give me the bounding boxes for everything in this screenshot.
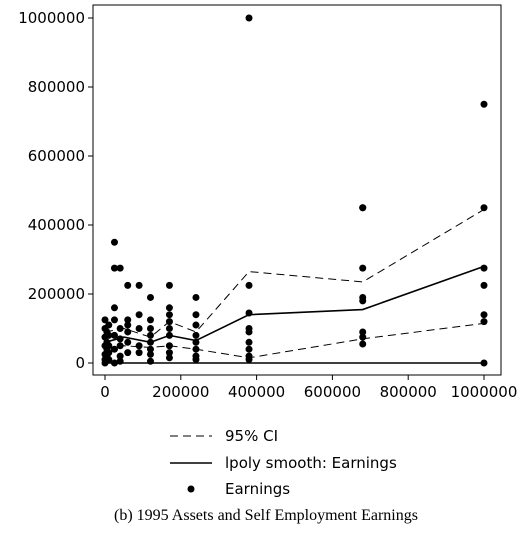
point (192, 338, 200, 346)
point (165, 318, 173, 326)
point (124, 338, 132, 346)
point (146, 350, 154, 358)
point (480, 264, 488, 272)
point (110, 359, 118, 367)
point (110, 331, 118, 339)
point (165, 349, 173, 357)
point (124, 328, 132, 336)
point (192, 331, 200, 339)
point (245, 345, 253, 353)
point (245, 328, 253, 336)
point (165, 325, 173, 332)
point (146, 345, 154, 353)
point (124, 281, 132, 289)
point (124, 349, 132, 357)
x-tick-label: 800000 (380, 383, 437, 401)
x-tick-label: 600000 (304, 383, 361, 401)
y-tick-label: 600000 (28, 147, 85, 165)
point (245, 309, 253, 317)
point (116, 342, 124, 350)
legend-label: lpoly smooth: Earnings (225, 454, 397, 472)
point (480, 204, 488, 212)
point (480, 311, 488, 319)
point (110, 304, 118, 312)
point (146, 338, 154, 346)
point (480, 359, 488, 367)
y-tick-label: 400000 (28, 216, 85, 234)
point (359, 340, 367, 348)
point (103, 338, 111, 346)
point (165, 342, 173, 350)
point (124, 321, 132, 329)
y-tick-label: 200000 (28, 285, 85, 303)
point (110, 264, 118, 272)
point (359, 264, 367, 272)
point (135, 349, 143, 357)
point (116, 325, 124, 332)
y-tick-label: 0 (75, 354, 85, 372)
point (245, 356, 253, 364)
point (146, 316, 154, 324)
point (480, 100, 488, 108)
x-tick-label: 0 (100, 383, 110, 401)
point (135, 281, 143, 289)
point (135, 342, 143, 350)
point (135, 311, 143, 319)
point (359, 204, 367, 212)
point (192, 321, 200, 329)
point (110, 316, 118, 324)
point (146, 325, 154, 332)
y-tick-label: 1000000 (18, 9, 85, 27)
x-tick-label: 200000 (152, 383, 209, 401)
ci-line (104, 322, 485, 359)
point (165, 304, 173, 312)
point (116, 264, 124, 272)
point (124, 316, 132, 324)
point (359, 297, 367, 305)
point (110, 238, 118, 246)
x-tick-label: 400000 (228, 383, 285, 401)
point (116, 357, 124, 365)
smooth-line (104, 265, 485, 344)
point (192, 345, 200, 353)
point (480, 318, 488, 326)
y-tick-label: 800000 (28, 78, 85, 96)
legend-label: 95% CI (225, 427, 278, 445)
ci-line (104, 209, 485, 338)
point (165, 311, 173, 319)
point (146, 357, 154, 365)
point (103, 328, 111, 336)
point (135, 325, 143, 332)
point (103, 345, 111, 353)
point (359, 328, 367, 336)
point (245, 281, 253, 289)
point (359, 333, 367, 341)
point (146, 331, 154, 339)
point (165, 331, 173, 339)
point (116, 335, 124, 343)
point (101, 359, 109, 367)
point (165, 354, 173, 362)
point (116, 352, 124, 360)
point (192, 356, 200, 364)
point (146, 293, 154, 301)
point (103, 352, 111, 360)
legend-symbol (187, 485, 195, 493)
x-tick-label: 1000000 (451, 383, 518, 401)
plot-frame (92, 4, 502, 376)
point (165, 281, 173, 289)
point (192, 293, 200, 301)
point (480, 281, 488, 289)
legend-label: Earnings (225, 480, 290, 498)
point (245, 338, 253, 346)
point (101, 316, 109, 324)
caption: (b) 1995 Assets and Self Employment Earn… (114, 507, 418, 524)
point (245, 14, 253, 22)
point (192, 311, 200, 319)
point (110, 345, 118, 353)
